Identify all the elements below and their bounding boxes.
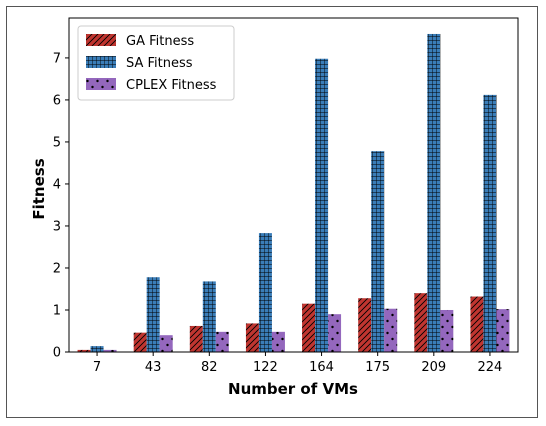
y-tick-label: 0 — [53, 346, 61, 361]
y-tick-label: 6 — [53, 93, 61, 108]
x-tick-label: 7 — [93, 360, 101, 375]
bar-sa-fitness-164 — [315, 58, 329, 352]
y-tick-label: 3 — [53, 219, 61, 234]
bar-ga-fitness-209 — [414, 293, 428, 352]
bar-cplex-fitness-164 — [328, 314, 342, 352]
bar-sa-fitness-82 — [202, 281, 216, 352]
legend-swatch-ga-fitness — [86, 34, 116, 46]
axes-layer: 7 43 82 122 164 175 209 224 0 1 2 3 4 5 6 7 — [53, 17, 519, 375]
bar-ga-fitness-82 — [189, 325, 203, 352]
bar-sa-fitness-7 — [90, 346, 104, 352]
bar-ga-fitness-175 — [358, 298, 372, 352]
bar-cplex-fitness-122 — [271, 331, 285, 352]
bar-sa-fitness-175 — [371, 151, 385, 352]
x-tick-label: 224 — [478, 360, 503, 375]
y-tick-label: 4 — [53, 177, 61, 192]
y-tick-label: 2 — [53, 261, 61, 276]
legend-label-sa-fitness: SA Fitness — [126, 56, 193, 71]
bar-ga-fitness-224 — [470, 296, 484, 352]
bar-cplex-fitness-209 — [440, 309, 454, 352]
bar-cplex-fitness-7 — [103, 349, 117, 352]
plot-area-border — [68, 17, 519, 353]
legend-swatch-cplex-fitness — [86, 78, 116, 90]
bar-sa-fitness-43 — [146, 277, 160, 352]
bar-cplex-fitness-43 — [159, 335, 173, 352]
bar-sa-fitness-224 — [483, 94, 497, 352]
bar-cplex-fitness-175 — [384, 308, 398, 352]
legend-box — [77, 25, 235, 101]
bar-ga-fitness-43 — [133, 332, 147, 352]
x-tick-label: 122 — [253, 360, 278, 375]
bar-ga-fitness-122 — [245, 323, 259, 352]
bar-sa-fitness-122 — [258, 233, 272, 352]
bar-ga-fitness-164 — [302, 303, 316, 352]
x-tick-label: 43 — [145, 360, 162, 375]
legend-label-ga-fitness: GA Fitness — [126, 34, 194, 49]
y-tick-label: 7 — [53, 51, 61, 66]
legend-label-cplex-fitness: CPLEX Fitness — [126, 78, 217, 93]
y-tick-label: 1 — [53, 303, 61, 318]
bar-sa-fitness-209 — [427, 33, 441, 353]
x-tick-label: 164 — [309, 360, 334, 375]
bar-cplex-fitness-82 — [215, 331, 229, 352]
x-axis-title: Number of VMs — [228, 380, 358, 398]
y-axis-title: Fitness — [30, 158, 48, 219]
y-tick-label: 5 — [53, 135, 61, 150]
x-tick-label: 175 — [365, 360, 390, 375]
x-tick-label: 82 — [201, 360, 218, 375]
bar-ga-fitness-7 — [77, 349, 91, 352]
x-tick-label: 209 — [421, 360, 446, 375]
bar-cplex-fitness-224 — [496, 309, 510, 352]
legend: GA Fitness SA Fitness CPLEX Fitness — [77, 25, 235, 101]
bars-layer — [77, 33, 510, 353]
legend-swatch-sa-fitness — [86, 56, 116, 68]
